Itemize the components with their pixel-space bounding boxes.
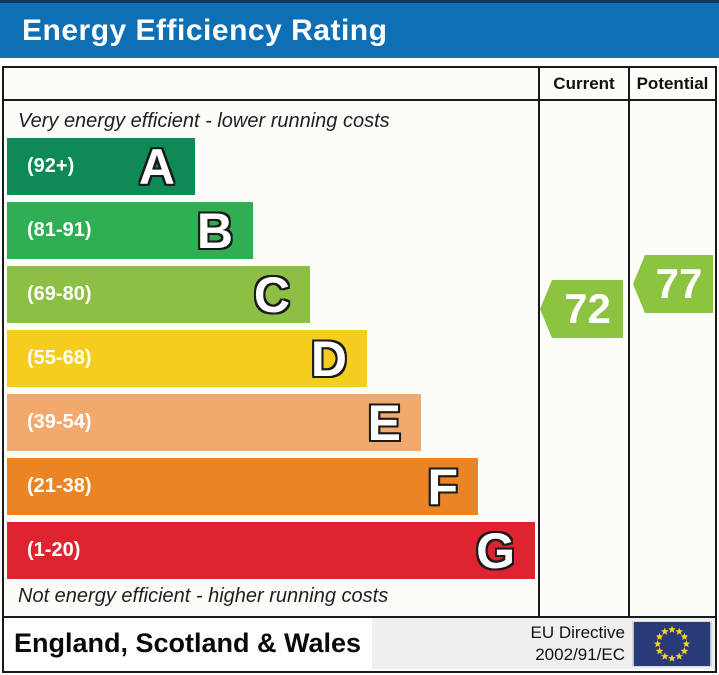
current-rating-value: 72: [564, 285, 611, 332]
eu-directive: EU Directive 2002/91/EC: [531, 622, 625, 666]
band-letter: F: [427, 458, 458, 515]
band-range: (92+): [27, 155, 75, 177]
band-row: (21-38) F: [7, 458, 478, 515]
chart-cell: Very energy efficient - lower running co…: [4, 101, 538, 616]
band-range: (39-54): [27, 411, 92, 433]
band-range: (55-68): [27, 347, 92, 369]
header-row: Current Potential: [4, 68, 715, 101]
eu-directive-line1: EU Directive: [530, 622, 625, 642]
band-range: (21-38): [27, 475, 92, 497]
band-letter: B: [196, 202, 233, 259]
potential-rating-value: 77: [655, 260, 703, 307]
caption-top: Very energy efficient - lower running co…: [18, 110, 390, 132]
page-title: Energy Efficiency Rating: [22, 13, 388, 47]
caption-bottom: Not energy efficient - higher running co…: [18, 585, 389, 607]
band-letter: E: [367, 394, 401, 451]
header-current-cell: Current: [538, 68, 628, 99]
potential-rating-arrow: 77: [633, 255, 713, 313]
band-range: (1-20): [27, 539, 81, 561]
band-row: (55-68) D: [7, 330, 367, 387]
region-label: England, Scotland & Wales: [14, 628, 362, 658]
rating-table: Current Potential Very energy efficient …: [2, 66, 717, 673]
band-row: (39-54) E: [7, 394, 421, 451]
eu-flag: [632, 620, 712, 667]
band-letter: G: [476, 522, 515, 579]
current-rating-arrow: 72: [540, 280, 623, 338]
band-row: (81-91) B: [7, 202, 253, 259]
header-spacer-cell: [4, 68, 538, 99]
eu-directive-line2: 2002/91/EC: [535, 644, 625, 664]
band-range: (81-91): [27, 219, 92, 241]
band-row: (92+) A: [7, 138, 195, 195]
band-range: (69-80): [27, 283, 92, 305]
title-bar: Energy Efficiency Rating: [0, 0, 719, 58]
chart-row: Very energy efficient - lower running co…: [4, 101, 715, 616]
header-potential-cell: Potential: [628, 68, 715, 99]
footer-row: England, Scotland & Wales EU Directive 2…: [4, 616, 715, 669]
band-row: (1-20) G: [7, 522, 535, 579]
potential-cell: 77: [628, 101, 715, 616]
current-cell: 72: [538, 101, 628, 616]
band-letter: C: [253, 266, 290, 323]
band-row: (69-80) C: [7, 266, 310, 323]
band-letter: A: [138, 138, 175, 195]
band-letter: D: [310, 330, 347, 387]
